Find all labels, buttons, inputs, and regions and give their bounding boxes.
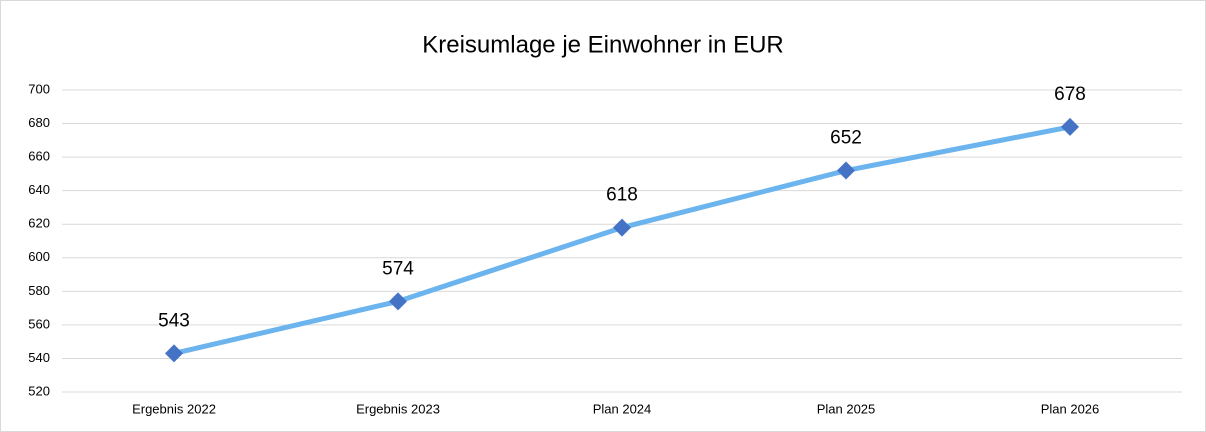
x-tick-label: Ergebnis 2023 xyxy=(356,401,440,416)
y-tick-label: 700 xyxy=(28,81,50,96)
marker xyxy=(613,218,631,237)
data-label: 678 xyxy=(1054,84,1086,105)
chart-title: Kreisumlage je Einwohner in EUR xyxy=(422,31,784,58)
marker xyxy=(1061,117,1079,136)
x-tick-label: Plan 2025 xyxy=(817,401,876,416)
y-tick-label: 540 xyxy=(28,350,50,365)
y-tick-label: 640 xyxy=(28,182,50,197)
y-tick-label: 680 xyxy=(28,115,50,130)
data-label: 543 xyxy=(158,310,190,331)
x-tick-label: Ergebnis 2022 xyxy=(132,401,216,416)
x-tick-label: Plan 2026 xyxy=(1041,401,1100,416)
y-tick-label: 520 xyxy=(28,383,50,398)
data-label: 574 xyxy=(382,258,414,279)
marker xyxy=(389,292,407,311)
y-tick-label: 600 xyxy=(28,249,50,264)
data-label: 618 xyxy=(606,185,638,206)
y-tick-label: 580 xyxy=(28,283,50,298)
marker xyxy=(837,161,855,180)
y-tick-label: 660 xyxy=(28,149,50,164)
y-tick-label: 620 xyxy=(28,216,50,231)
x-tick-label: Plan 2024 xyxy=(593,401,652,416)
data-label: 652 xyxy=(830,128,862,149)
marker xyxy=(165,344,183,363)
y-tick-label: 560 xyxy=(28,316,50,331)
